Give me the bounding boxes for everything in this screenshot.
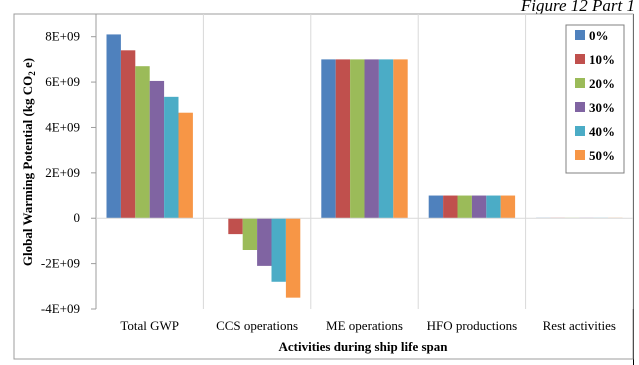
y-tick-label: 0 — [74, 210, 81, 225]
y-tick-label: 6E+09 — [45, 74, 80, 89]
bar — [228, 218, 243, 235]
plot-area: -4E+09 -2E+09 0 2E+09 4E+09 6E+09 8E+09 Total G… — [41, 14, 634, 333]
bar — [443, 195, 458, 219]
bar — [106, 34, 121, 219]
x-category-label: CCS operations — [216, 318, 298, 333]
legend-label: 40% — [589, 124, 615, 139]
legend-swatch — [575, 54, 585, 64]
x-category-label: HFO productions — [427, 318, 518, 333]
legend-swatch — [575, 126, 585, 136]
x-category-label: Total GWP — [120, 318, 179, 333]
bar — [242, 218, 258, 250]
legend-label: 10% — [589, 52, 615, 67]
y-tick-label: -2E+09 — [41, 256, 80, 271]
bar — [393, 59, 408, 219]
y-axis-title: Global Warming Potential (kg CO2 e) — [20, 58, 37, 266]
bar — [271, 218, 286, 282]
x-axis-title: Activities during ship life span — [278, 339, 448, 354]
legend: 0% 10% 20% 30% 40% 50% — [565, 24, 625, 174]
legend-swatch — [575, 78, 585, 88]
bar — [120, 50, 136, 219]
bar — [500, 195, 516, 219]
bar — [457, 195, 472, 219]
legend-swatch — [575, 102, 585, 112]
bar — [364, 59, 379, 219]
legend-label: 30% — [589, 100, 615, 115]
legend-swatch — [575, 30, 585, 40]
y-tick-label: 8E+09 — [45, 29, 80, 44]
bar — [471, 195, 487, 219]
bar — [350, 59, 365, 219]
bar — [257, 218, 272, 266]
bar — [428, 195, 444, 219]
legend-label: 0% — [589, 28, 609, 43]
bar — [135, 66, 150, 219]
bar — [164, 96, 179, 219]
legend-label: 50% — [589, 148, 615, 163]
x-category-label: ME operations — [326, 318, 403, 333]
legend-box — [565, 24, 625, 174]
bar — [285, 218, 301, 298]
legend-label: 20% — [589, 76, 615, 91]
bar — [149, 80, 165, 219]
x-category-label: Rest activities — [543, 318, 616, 333]
legend-swatch — [575, 150, 585, 160]
bar — [378, 59, 394, 219]
figure-caption: Figure 12 Part 1 — [520, 0, 635, 15]
y-tick-label: 2E+09 — [45, 165, 80, 180]
bar — [178, 112, 193, 219]
y-tick-label: -4E+09 — [41, 301, 80, 316]
bar — [335, 59, 351, 219]
bar — [321, 59, 336, 219]
y-tick-label: 4E+09 — [45, 119, 80, 134]
bar — [486, 195, 501, 219]
